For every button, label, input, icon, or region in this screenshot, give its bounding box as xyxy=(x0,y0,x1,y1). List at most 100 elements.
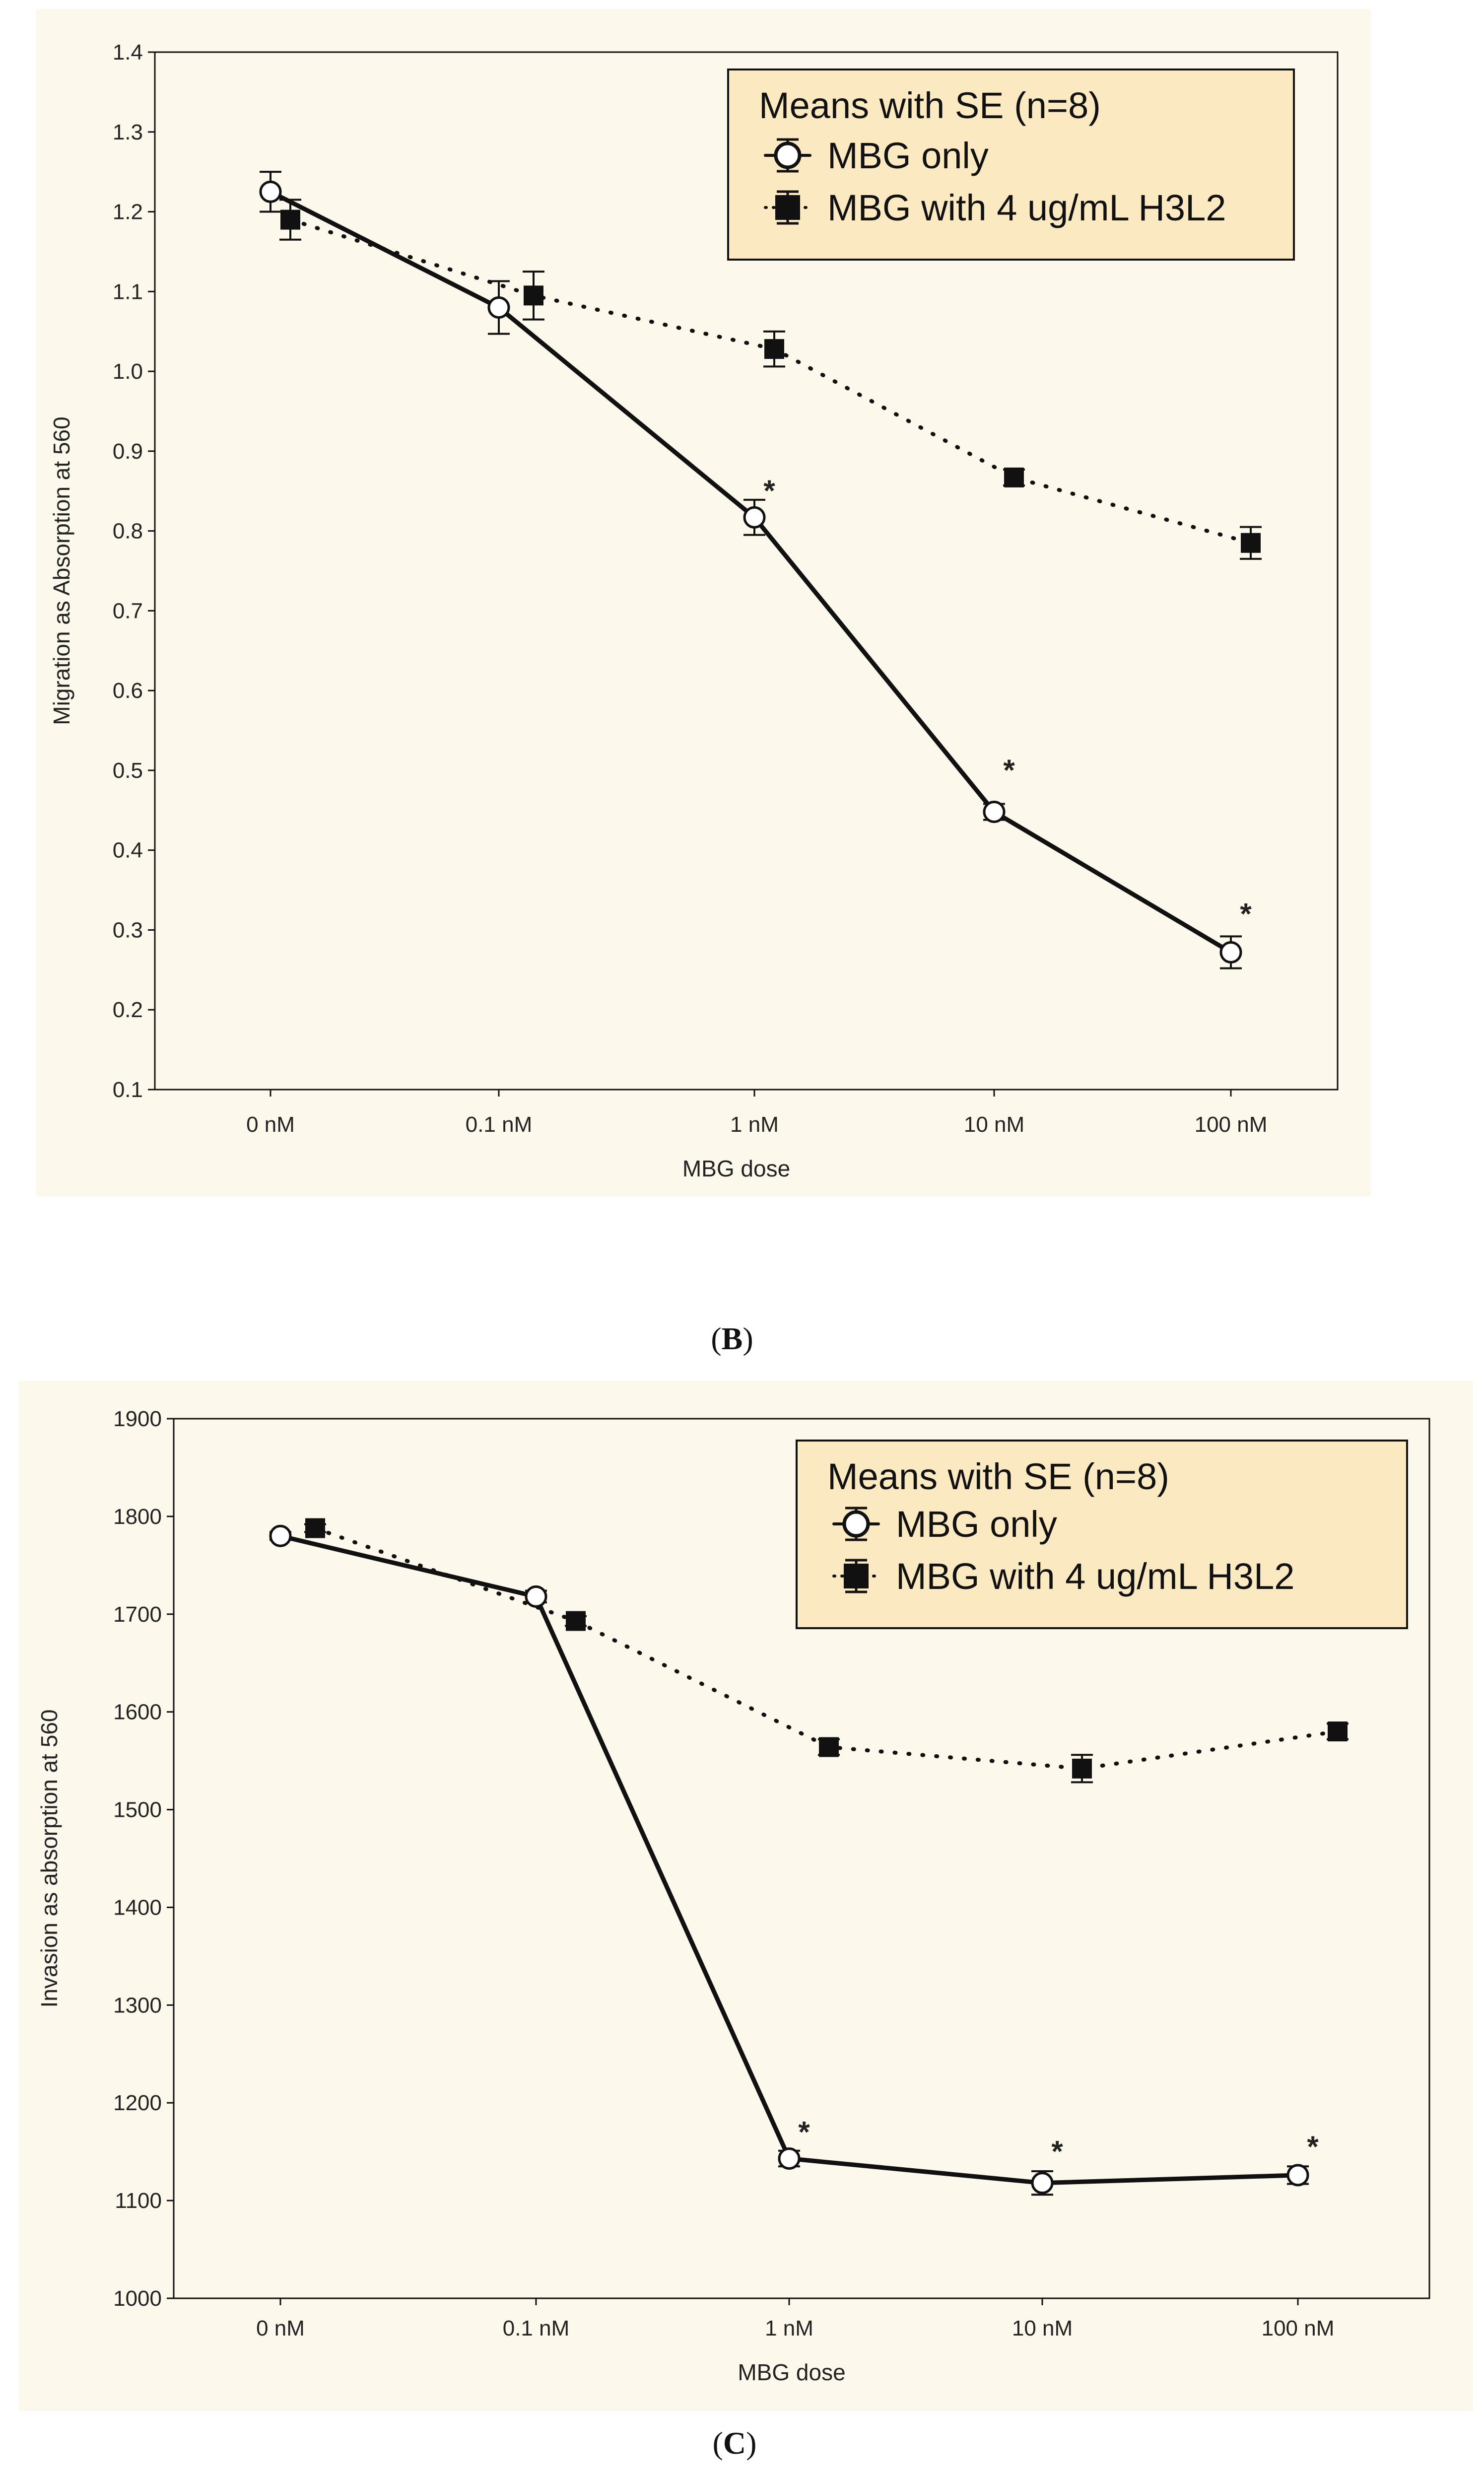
x-tick-label: 0 nM xyxy=(256,2316,305,2340)
marker-circle xyxy=(983,801,1006,824)
data-point xyxy=(269,1524,292,1547)
significance-star: * xyxy=(1003,754,1015,787)
legend-box xyxy=(727,69,1295,261)
y-tick-label: 0.7 xyxy=(113,599,143,623)
legend-marker-circle xyxy=(842,1510,870,1538)
y-tick-label: 1.2 xyxy=(113,200,143,224)
significance-star: * xyxy=(1051,2135,1063,2168)
y-tick-label: 0.3 xyxy=(113,918,143,942)
legend-marker-square xyxy=(775,195,800,220)
y-axis-title: Invasion as absorption at 560 xyxy=(36,1710,62,2008)
y-axis-title: Migration as Absorption at 560 xyxy=(49,416,74,725)
marker-circle xyxy=(525,1585,547,1608)
y-tick-label: 1.3 xyxy=(113,120,143,144)
y-tick-label: 1600 xyxy=(113,1700,162,1724)
data-point xyxy=(487,280,510,335)
marker-square xyxy=(566,1611,586,1631)
marker-circle xyxy=(778,2147,801,2170)
y-tick-label: 1.0 xyxy=(113,359,143,384)
data-point xyxy=(983,801,1006,824)
y-tick-label: 0.1 xyxy=(113,1078,143,1102)
x-tick-label: 0.1 nM xyxy=(466,1112,533,1137)
data-point xyxy=(763,330,785,368)
x-tick-label: 0 nM xyxy=(246,1112,295,1137)
y-tick-label: 1400 xyxy=(113,1895,162,1920)
y-tick-label: 1700 xyxy=(113,1602,162,1627)
legend-entry-label: MBG only xyxy=(896,1504,1057,1545)
data-point xyxy=(259,171,282,213)
data-point xyxy=(565,1611,587,1631)
legend-title: Means with SE (n=8) xyxy=(827,1456,1169,1497)
data-point xyxy=(523,271,544,321)
chart-panel-c: 1000 1100 1200 1300 1400 1500 1600 1700 1800 1900… xyxy=(36,1407,1430,2385)
data-point xyxy=(304,1518,326,1538)
legend-entry-label: MBG only xyxy=(827,135,989,176)
data-point xyxy=(1327,1721,1349,1742)
marker-square xyxy=(1072,1758,1092,1779)
y-tick-label: 0.8 xyxy=(113,519,143,544)
data-point xyxy=(818,1737,840,1757)
x-tick-label: 100 nM xyxy=(1262,2316,1335,2340)
y-tick-label: 1200 xyxy=(113,2091,162,2115)
x-tick-label: 1 nM xyxy=(730,1112,779,1137)
marker-square xyxy=(1004,467,1024,487)
marker-square xyxy=(764,339,784,359)
y-tick-label: 0.2 xyxy=(113,998,143,1022)
marker-circle xyxy=(743,506,766,529)
significance-star: * xyxy=(798,2115,810,2148)
marker-square xyxy=(524,285,543,306)
x-tick-label: 10 nM xyxy=(964,1112,1024,1137)
y-tick-label: 1500 xyxy=(113,1798,162,1822)
marker-circle xyxy=(1286,2164,1309,2187)
data-point xyxy=(525,1585,547,1608)
legend-box xyxy=(796,1440,1408,1629)
y-tick-label: 0.6 xyxy=(113,679,143,703)
y-tick-label: 1800 xyxy=(113,1505,162,1529)
marker-circle xyxy=(269,1524,292,1547)
y-tick-label: 0.5 xyxy=(113,758,143,783)
y-tick-label: 1300 xyxy=(113,1993,162,2017)
marker-square xyxy=(305,1518,325,1538)
marker-circle xyxy=(1031,2172,1054,2195)
chart-panel-b: 0.1 0.2 0.3 0.4 0.5 0.6 0.7 0.8 0.9 1.0 1.1 1.2 1.3 1… xyxy=(49,40,1339,1181)
significance-star: * xyxy=(1240,897,1252,930)
data-point xyxy=(1071,1754,1093,1784)
significance-star: * xyxy=(1307,2130,1319,2163)
data-point xyxy=(778,2147,801,2170)
y-tick-label: 1000 xyxy=(113,2286,162,2311)
data-point xyxy=(1003,467,1025,487)
legend-marker-square xyxy=(844,1564,869,1588)
x-tick-label: 1 nM xyxy=(765,2316,813,2340)
legend-title: Means with SE (n=8) xyxy=(759,85,1101,126)
marker-square xyxy=(1328,1721,1348,1742)
data-point xyxy=(1286,2164,1309,2187)
marker-circle xyxy=(487,296,510,319)
data-point xyxy=(1240,526,1262,560)
y-tick-label: 1.4 xyxy=(113,40,143,65)
data-point xyxy=(1219,935,1242,969)
x-axis-title: MBG dose xyxy=(682,1156,790,1181)
y-tick-label: 0.4 xyxy=(113,838,143,863)
y-tick-label: 1.1 xyxy=(113,279,143,304)
x-tick-label: 0.1 nM xyxy=(503,2316,570,2340)
y-tick-label: 1900 xyxy=(113,1407,162,1431)
data-point xyxy=(1031,2170,1054,2196)
legend-entry-label: MBG with 4 ug/mL H3L2 xyxy=(827,187,1226,228)
panel-label-b: (B) xyxy=(711,1321,753,1356)
data-point xyxy=(743,498,766,536)
panel-label-c: (C) xyxy=(712,2425,757,2461)
x-axis-title: MBG dose xyxy=(738,2359,845,2385)
marker-square xyxy=(1241,533,1261,553)
significance-star: * xyxy=(763,474,775,507)
x-tick-label: 10 nM xyxy=(1012,2316,1073,2340)
marker-circle xyxy=(1219,941,1242,963)
y-tick-label: 0.9 xyxy=(113,439,143,464)
marker-square xyxy=(819,1737,839,1757)
y-tick-label: 1100 xyxy=(115,2189,162,2213)
marker-circle xyxy=(259,180,282,203)
legend-entry-label: MBG with 4 ug/mL H3L2 xyxy=(896,1556,1294,1597)
legend-marker-circle xyxy=(774,141,802,169)
x-tick-label: 100 nM xyxy=(1195,1112,1268,1137)
data-point xyxy=(279,199,301,241)
marker-square xyxy=(280,209,300,230)
